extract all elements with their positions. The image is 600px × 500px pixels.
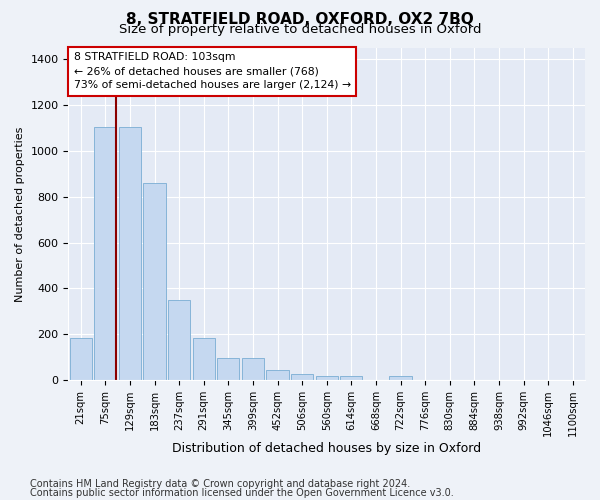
- Bar: [242, 358, 264, 380]
- Text: Size of property relative to detached houses in Oxford: Size of property relative to detached ho…: [119, 22, 481, 36]
- Bar: [389, 376, 412, 380]
- Bar: [119, 126, 141, 380]
- Bar: [193, 338, 215, 380]
- Bar: [94, 126, 116, 380]
- X-axis label: Distribution of detached houses by size in Oxford: Distribution of detached houses by size …: [172, 442, 481, 455]
- Y-axis label: Number of detached properties: Number of detached properties: [15, 126, 25, 302]
- Text: 8, STRATFIELD ROAD, OXFORD, OX2 7BQ: 8, STRATFIELD ROAD, OXFORD, OX2 7BQ: [126, 12, 474, 28]
- Bar: [70, 338, 92, 380]
- Text: Contains HM Land Registry data © Crown copyright and database right 2024.: Contains HM Land Registry data © Crown c…: [30, 479, 410, 489]
- Bar: [340, 376, 362, 380]
- Text: Contains public sector information licensed under the Open Government Licence v3: Contains public sector information licen…: [30, 488, 454, 498]
- Bar: [291, 374, 313, 380]
- Bar: [143, 183, 166, 380]
- Bar: [316, 376, 338, 380]
- Bar: [168, 300, 190, 380]
- Bar: [217, 358, 239, 380]
- Bar: [266, 370, 289, 380]
- Text: 8 STRATFIELD ROAD: 103sqm
← 26% of detached houses are smaller (768)
73% of semi: 8 STRATFIELD ROAD: 103sqm ← 26% of detac…: [74, 52, 350, 90]
